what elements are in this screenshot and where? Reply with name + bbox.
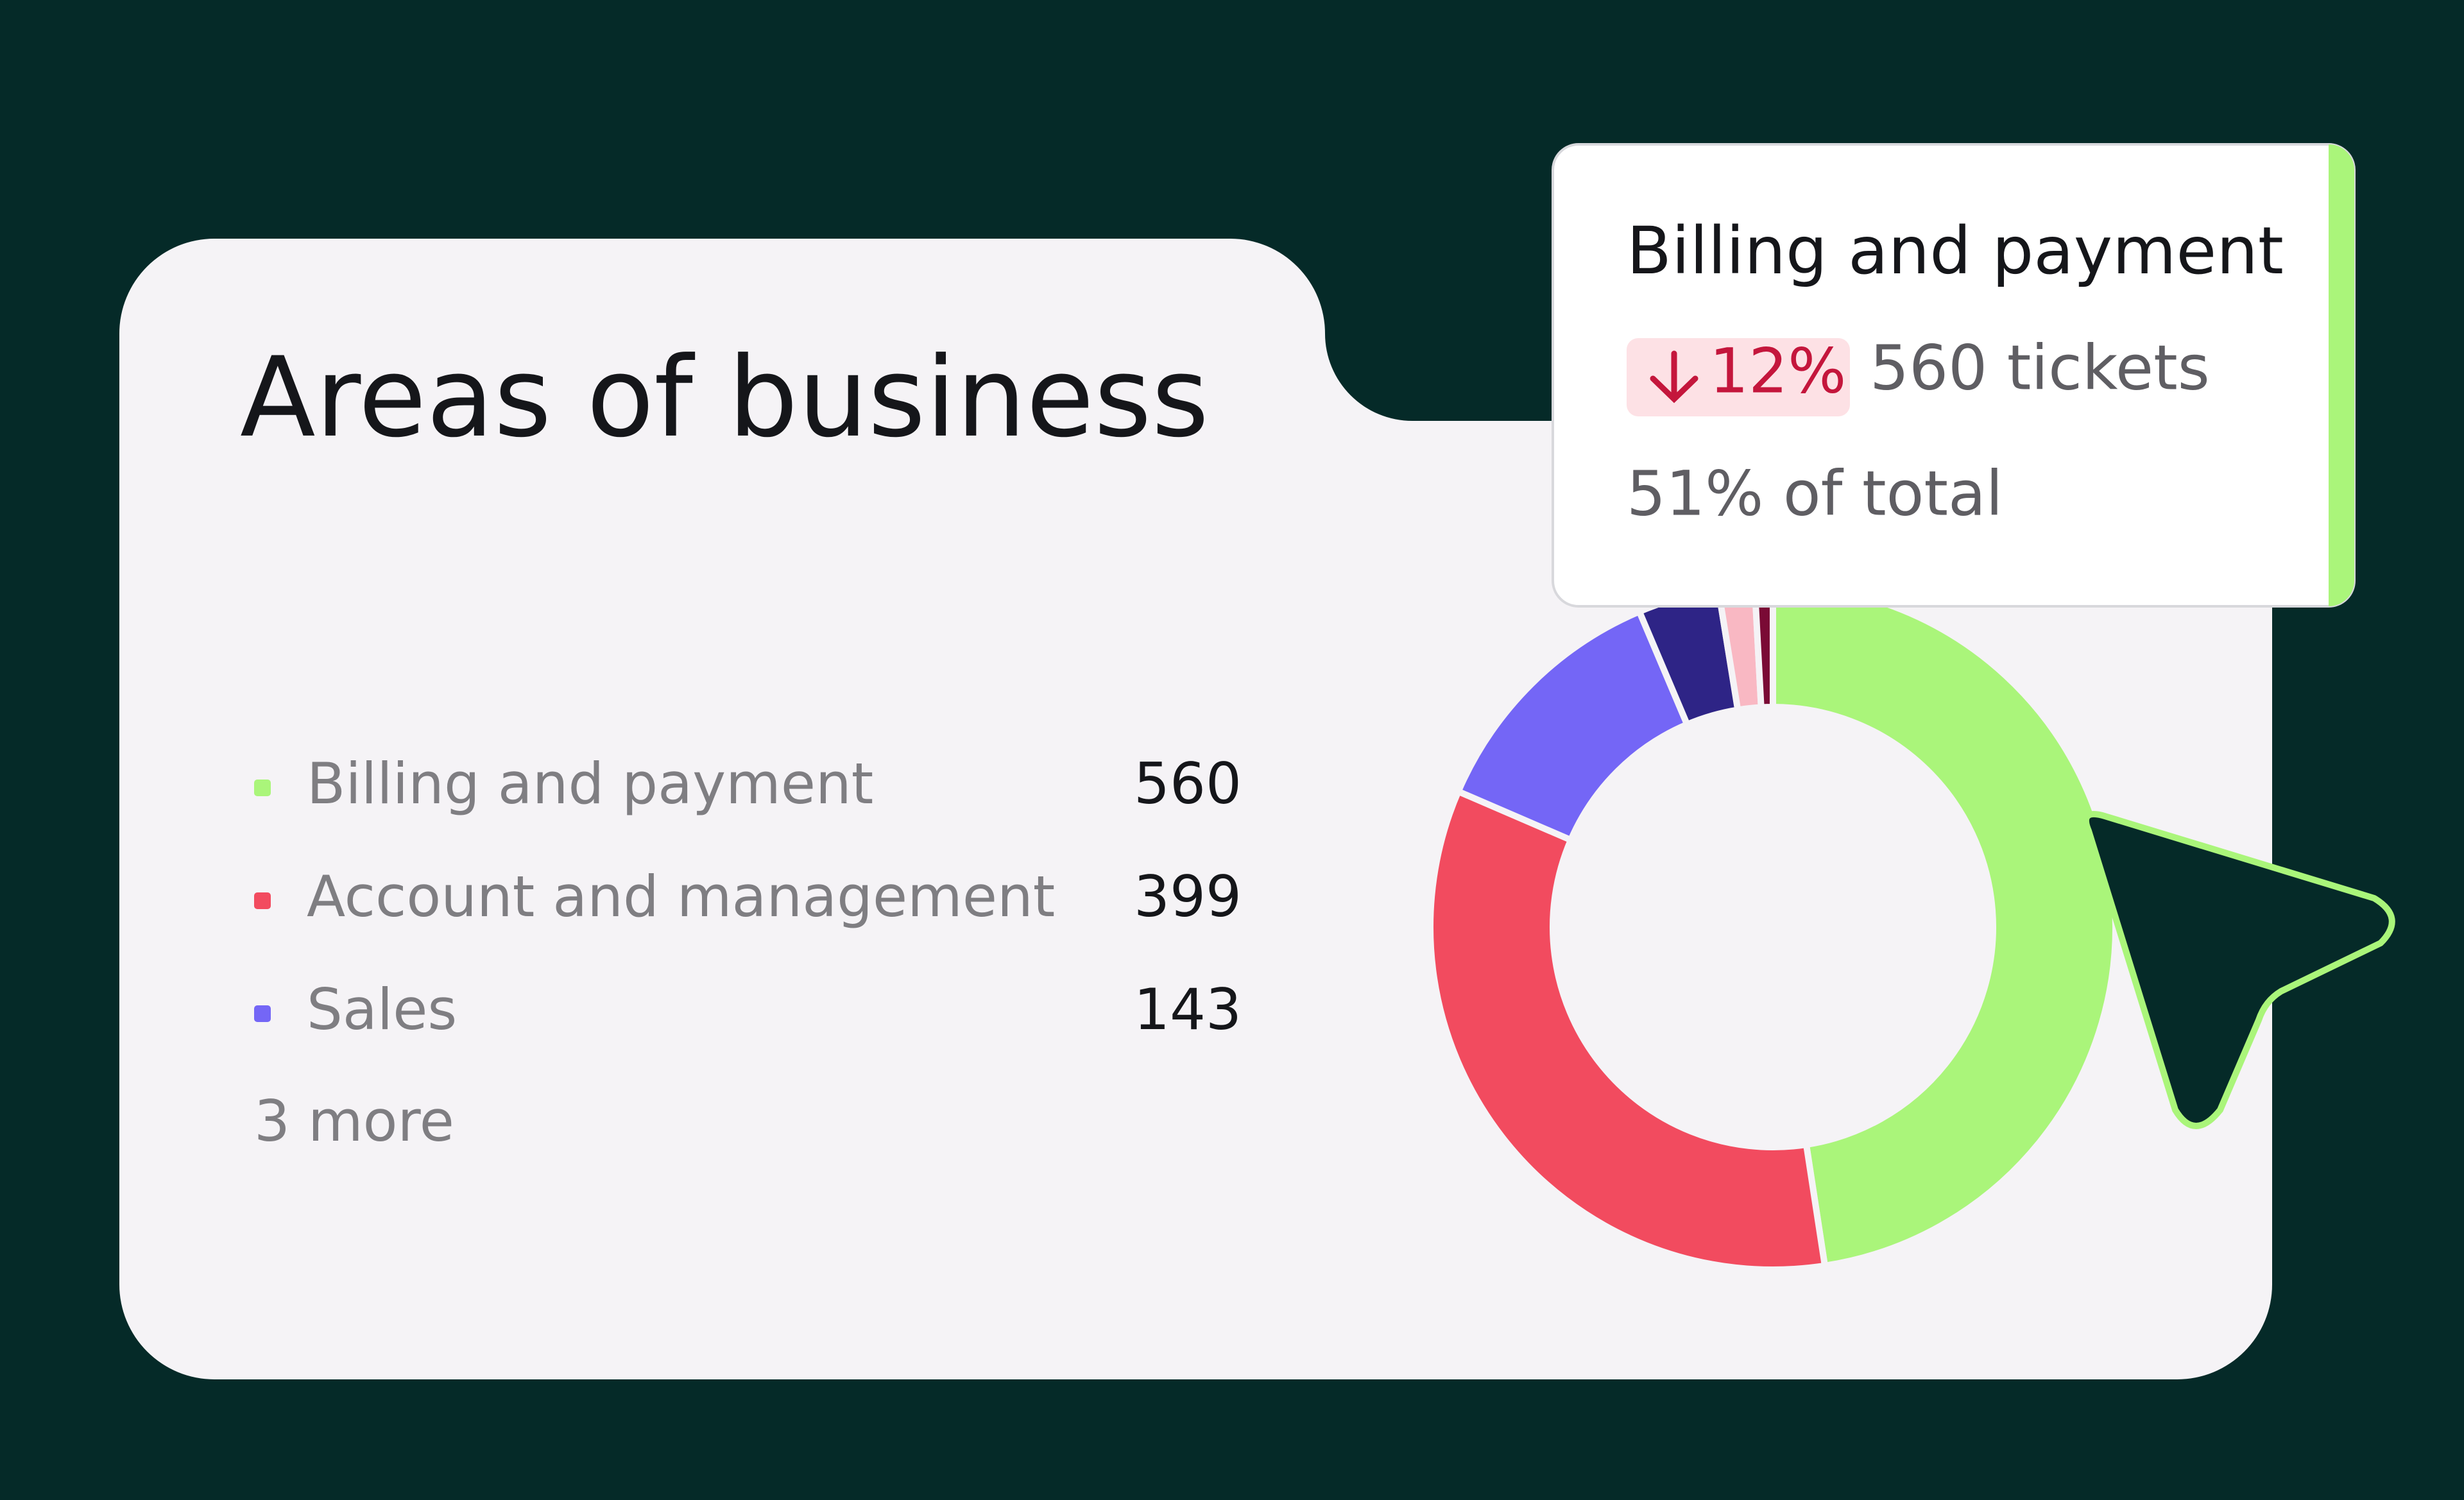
change-badge bbox=[1627, 338, 1850, 416]
legend-label: Sales bbox=[307, 976, 457, 1043]
cursor bbox=[2083, 810, 2395, 1129]
chart-title: Areas of business bbox=[240, 333, 1209, 462]
legend-swatch bbox=[254, 1005, 271, 1022]
donut-slice bbox=[1770, 581, 2119, 1270]
change-value: 12% bbox=[1709, 335, 1846, 407]
legend-label: Billing and payment bbox=[307, 751, 873, 817]
donut-slice bbox=[1454, 607, 1691, 844]
donut bbox=[1427, 581, 2119, 1273]
tooltip-share: 51% of total bbox=[1627, 457, 2003, 529]
legend-label: Account and management bbox=[307, 864, 1055, 930]
legend-value: 143 bbox=[1134, 976, 1242, 1043]
legend-value: 399 bbox=[1134, 864, 1242, 930]
tooltip-accent bbox=[2329, 144, 2354, 606]
donut-slice bbox=[1427, 787, 1829, 1273]
legend-value: 560 bbox=[1134, 751, 1242, 817]
more-link[interactable]: 3 more bbox=[254, 1088, 454, 1154]
legend-swatch bbox=[254, 892, 271, 909]
tooltip-tickets: 560 tickets bbox=[1870, 332, 2210, 404]
tooltip-title: Billing and payment bbox=[1627, 213, 2284, 289]
tooltip: Billing and payment 12% 560 tickets 51% … bbox=[1552, 143, 2356, 608]
legend-swatch bbox=[254, 780, 271, 796]
down-arrow-icon bbox=[1650, 350, 1698, 404]
legend: Billing and payment 560 Account and manage… bbox=[254, 751, 1242, 1043]
